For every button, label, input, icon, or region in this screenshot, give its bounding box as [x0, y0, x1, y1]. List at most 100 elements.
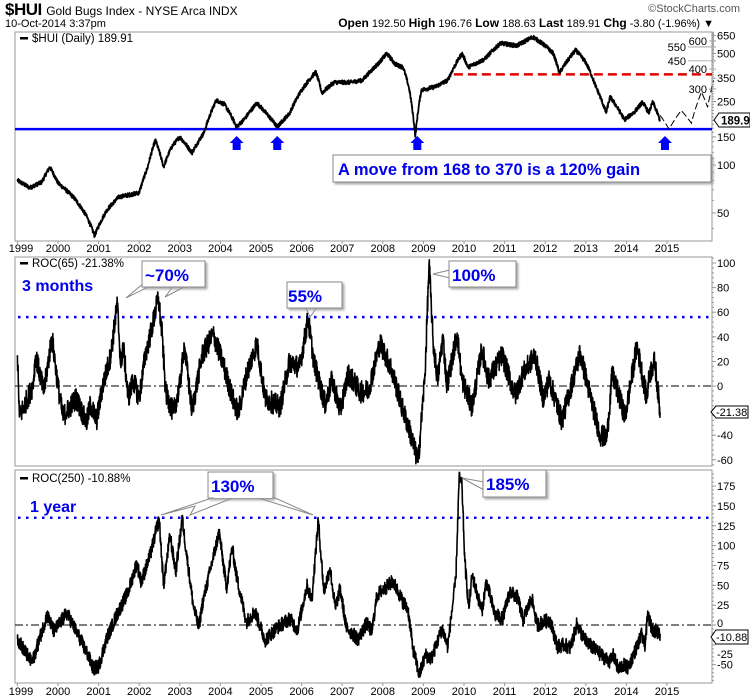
- bottom-year-label: 2002: [127, 686, 151, 698]
- top-year-label: 2008: [371, 243, 395, 255]
- bottom-year-label: 2013: [574, 686, 598, 698]
- up-arrow-icon: [229, 136, 244, 150]
- callout-185-text: 185%: [486, 475, 529, 494]
- panel-frame-1: [14, 256, 713, 467]
- y-tick-label: 125: [717, 521, 735, 533]
- roc250-last-value: -10.88: [716, 632, 747, 644]
- y-tick-label: 500: [717, 49, 735, 61]
- callout-70-text: ~70%: [145, 266, 189, 285]
- bottom-year-label: 1999: [9, 686, 33, 698]
- y-tick-label: -40: [717, 430, 733, 442]
- y-tick-label: 450: [668, 56, 686, 68]
- y-tick-label: 150: [717, 501, 735, 513]
- open-value: 192.50: [371, 18, 406, 30]
- roc250-legend: ROC(250) -10.88%: [20, 473, 130, 485]
- price-legend: $HUI (Daily) 189.91: [20, 33, 133, 45]
- roc65-legend-label: ROC(65) -21.38%: [32, 258, 124, 270]
- top-year-label: 2002: [127, 243, 151, 255]
- roc65-period-label: 3 months: [22, 278, 93, 295]
- callout-185: 185%: [461, 469, 547, 498]
- bottom-year-label: 2012: [533, 686, 557, 698]
- top-year-label: 2007: [330, 243, 354, 255]
- y-tick-label: 40: [717, 332, 729, 344]
- callout-100-text: 100%: [452, 266, 495, 285]
- panel-frame-0: [14, 31, 713, 242]
- panel-frame-2: [14, 469, 713, 684]
- y-tick-label: 100: [717, 258, 735, 270]
- y-tick-label: 50: [717, 580, 729, 592]
- up-arrow-icon: [410, 136, 425, 150]
- y-tick-label: 350: [717, 73, 735, 85]
- up-arrow-icon: [270, 136, 285, 150]
- y-tick-label: 75: [717, 560, 729, 572]
- y-tick-label: 80: [717, 283, 729, 295]
- open-label: Open: [338, 16, 369, 30]
- y-tick-label: 550: [668, 42, 686, 54]
- last-label: Last: [538, 16, 564, 30]
- change-label: Chg: [603, 16, 627, 30]
- roc65-legend: ROC(65) -21.38%: [20, 258, 124, 270]
- y-tick-label: 150: [717, 132, 735, 144]
- index-title: Gold Bugs Index - NYSE Arca INDX: [46, 4, 238, 18]
- roc250-last-tag: -10.88: [710, 629, 749, 645]
- top-year-label: 2005: [249, 243, 273, 255]
- bottom-year-label: 2006: [289, 686, 313, 698]
- bottom-year-label: 2000: [46, 686, 70, 698]
- last-value: 189.91: [566, 18, 601, 30]
- symbol: $HUI: [5, 0, 42, 19]
- y-tick-label: 400: [689, 64, 707, 76]
- timestamp: 10-Oct-2014 3:37pm: [5, 18, 106, 30]
- y-tick-label: 50: [717, 208, 729, 220]
- top-year-label: 2004: [208, 243, 232, 255]
- y-tick-label: 60: [717, 307, 729, 319]
- top-year-label: 1999: [9, 243, 33, 255]
- bottom-year-label: 2007: [330, 686, 354, 698]
- bottom-year-label: 2008: [371, 686, 395, 698]
- bottom-year-label: 2004: [208, 686, 232, 698]
- y-tick-label: 100: [717, 541, 735, 553]
- y-tick-label: 300: [689, 84, 707, 96]
- top-year-label: 2000: [46, 243, 70, 255]
- roc250-legend-label: ROC(250) -10.88%: [32, 473, 130, 485]
- roc65-last-tag: -21.38: [710, 405, 749, 419]
- bottom-year-label: 2005: [249, 686, 273, 698]
- callout-130-text: 130%: [211, 477, 254, 496]
- top-year-label: 2014: [614, 243, 638, 255]
- up-arrow-icon: [657, 136, 672, 150]
- bottom-year-label: 2001: [86, 686, 110, 698]
- top-year-label: 2003: [168, 243, 192, 255]
- gain-annotation-text: A move from 168 to 370 is a 120% gain: [338, 161, 640, 179]
- top-year-label: 2010: [452, 243, 476, 255]
- quote-summary: Open 192.50 High 196.76 Low 188.63 Last …: [338, 17, 714, 31]
- high-label: High: [408, 16, 436, 30]
- roc65-last-value: -21.38: [716, 407, 747, 419]
- bottom-year-label: 2009: [411, 686, 435, 698]
- low-value: 188.63: [502, 18, 536, 30]
- down-arrow-icon: ▼: [703, 18, 714, 30]
- y-tick-label: -60: [717, 455, 733, 467]
- y-tick-label: 0: [717, 381, 723, 393]
- y-tick-label: -50: [717, 660, 733, 672]
- change-value: -3.80 (-1.96%): [629, 18, 701, 30]
- y-tick-label: 100: [717, 160, 735, 172]
- roc250-line: [16, 471, 661, 679]
- roc250-period-label: 1 year: [30, 499, 76, 516]
- callout-55-text: 55%: [288, 287, 322, 306]
- y-tick-label: 250: [717, 97, 735, 109]
- top-year-label: 2009: [411, 243, 435, 255]
- y-tick-label: 0: [717, 618, 723, 630]
- price-legend-label: $HUI (Daily) 189.91: [32, 33, 133, 45]
- copyright[interactable]: ©StockCharts.com: [648, 3, 740, 15]
- bottom-year-label: 2010: [452, 686, 476, 698]
- bottom-year-label: 2003: [168, 686, 192, 698]
- projection-line: [659, 80, 715, 131]
- low-label: Low: [475, 16, 500, 30]
- top-year-label: 2012: [533, 243, 557, 255]
- top-year-label: 2013: [574, 243, 598, 255]
- top-year-label: 2001: [86, 243, 110, 255]
- bottom-year-label: 2015: [655, 686, 679, 698]
- y-tick-label: 600: [689, 36, 707, 48]
- chart-header: $HUI Gold Bugs Index - NYSE Arca INDX: [5, 1, 238, 20]
- y-tick-label: 650: [717, 30, 735, 42]
